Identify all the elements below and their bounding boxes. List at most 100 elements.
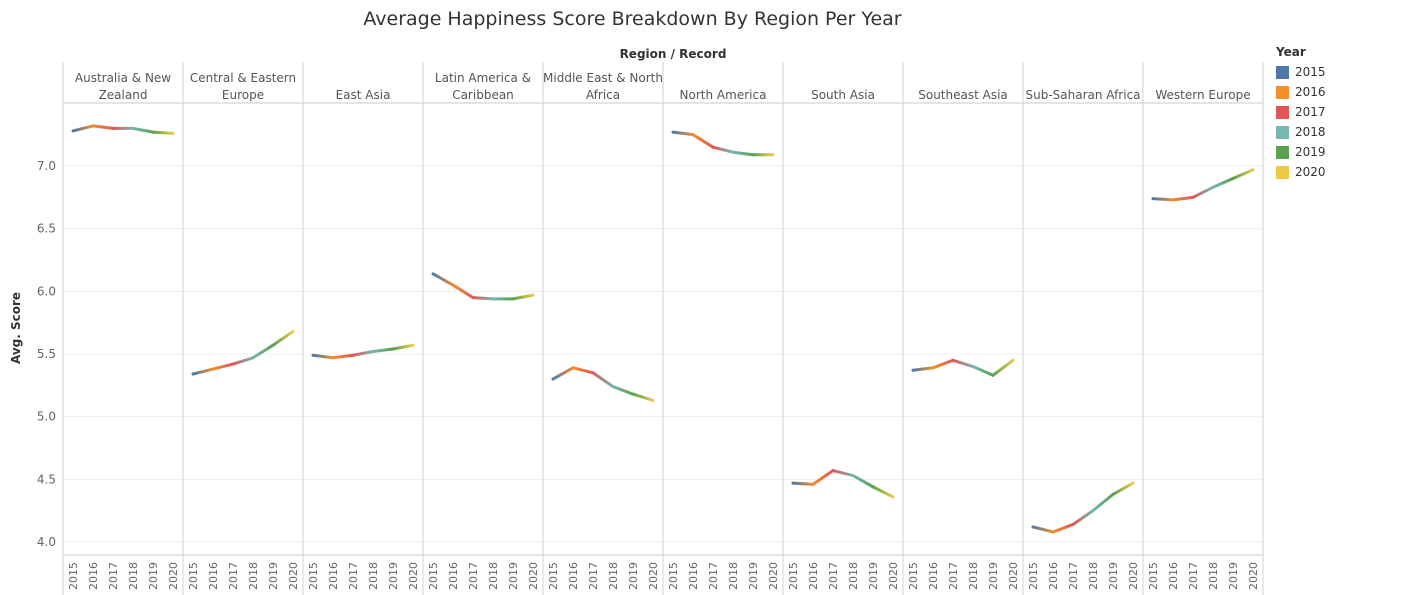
legend-label: 2019 bbox=[1295, 145, 1326, 159]
line-segment bbox=[971, 365, 995, 377]
line-segment bbox=[551, 366, 575, 381]
y-tick-label: 4.0 bbox=[37, 535, 56, 549]
x-tick-label: 2020 bbox=[647, 562, 660, 590]
line-segment bbox=[851, 474, 875, 489]
x-tick-label: 2019 bbox=[147, 562, 160, 590]
line-segment bbox=[91, 124, 115, 130]
x-tick-label: 2019 bbox=[507, 562, 520, 590]
x-tick-label: 2020 bbox=[167, 562, 180, 590]
series-6 bbox=[791, 469, 895, 499]
y-tick-label: 7.0 bbox=[37, 159, 56, 173]
x-tick-label: 2017 bbox=[227, 562, 240, 590]
line-segment bbox=[1171, 195, 1195, 202]
line-segment bbox=[791, 481, 815, 486]
legend-swatch bbox=[1276, 65, 1289, 79]
x-tick-label: 2019 bbox=[267, 562, 280, 590]
x-tick-label: 2019 bbox=[987, 562, 1000, 590]
line-segment bbox=[1191, 185, 1215, 199]
x-tick-label: 2017 bbox=[1067, 562, 1080, 590]
x-tick-label: 2016 bbox=[1167, 562, 1180, 590]
x-tick-label: 2015 bbox=[787, 562, 800, 590]
x-tick-label: 2020 bbox=[407, 562, 420, 590]
x-tick-label: 2016 bbox=[1047, 562, 1060, 590]
line-segment bbox=[391, 343, 415, 351]
x-tick-label: 2016 bbox=[447, 562, 460, 590]
x-tick-label: 2019 bbox=[1107, 562, 1120, 590]
x-tick-label: 2018 bbox=[607, 562, 620, 590]
x-tick-label: 2019 bbox=[387, 562, 400, 590]
y-axis-title: Avg. Score bbox=[9, 292, 23, 364]
line-segment bbox=[1031, 525, 1055, 534]
panel-header-label: Europe bbox=[222, 88, 264, 102]
line-segment bbox=[831, 469, 855, 478]
panel-header-label: Western Europe bbox=[1155, 88, 1250, 102]
line-segment bbox=[811, 469, 835, 486]
legend-item: 2017 bbox=[1276, 102, 1326, 122]
y-tick-label: 5.0 bbox=[37, 410, 56, 424]
panel-header-label: Sub-Saharan Africa bbox=[1025, 88, 1140, 102]
x-tick-label: 2015 bbox=[547, 562, 560, 590]
x-tick-label: 2017 bbox=[587, 562, 600, 590]
x-tick-label: 2020 bbox=[527, 562, 540, 590]
x-tick-label: 2015 bbox=[427, 562, 440, 590]
line-segment bbox=[571, 366, 595, 375]
x-tick-label: 2017 bbox=[347, 562, 360, 590]
x-tick-label: 2017 bbox=[467, 562, 480, 590]
panel-headers: Region / Record Australia & New Zealand Cen… bbox=[75, 47, 1251, 102]
x-tick-label: 2019 bbox=[1227, 562, 1240, 590]
x-tick-label: 2015 bbox=[67, 562, 80, 590]
panel-header-label: Central & Eastern bbox=[190, 71, 296, 85]
panel-header-label: Latin America & bbox=[435, 71, 531, 85]
line-segment bbox=[431, 272, 455, 287]
line-segment bbox=[611, 385, 635, 396]
column-header: Region / Record bbox=[620, 47, 727, 61]
chart-title: Average Happiness Score Breakdown By Reg… bbox=[363, 8, 902, 30]
x-tick-label: 2018 bbox=[247, 562, 260, 590]
line-segment bbox=[271, 329, 295, 347]
line-segment bbox=[711, 145, 735, 154]
series-9 bbox=[1151, 168, 1255, 202]
line-segment bbox=[211, 362, 235, 371]
series-1 bbox=[191, 329, 295, 376]
line-segment bbox=[151, 130, 175, 135]
x-tick-label: 2016 bbox=[567, 562, 580, 590]
x-tick-label: 2020 bbox=[287, 562, 300, 590]
legend-item: 2020 bbox=[1276, 162, 1326, 182]
line-segment bbox=[871, 485, 895, 499]
x-tick-label: 2016 bbox=[687, 562, 700, 590]
series-7 bbox=[911, 358, 1015, 377]
x-tick-label: 2018 bbox=[847, 562, 860, 590]
line-segment bbox=[451, 283, 475, 300]
x-tick-label: 2017 bbox=[1187, 562, 1200, 590]
y-tick-label: 6.5 bbox=[37, 222, 56, 236]
panel-header-label: East Asia bbox=[336, 88, 391, 102]
legend: Year 2015 2016 2017 2018 2019 2020 bbox=[1276, 45, 1326, 182]
panel-header-label: Middle East & North bbox=[543, 71, 663, 85]
legend-items: 2015 2016 2017 2018 2019 2020 bbox=[1276, 62, 1326, 182]
panel-header-label: Africa bbox=[586, 88, 620, 102]
panel-header-label: South Asia bbox=[811, 88, 875, 102]
line-segment bbox=[911, 366, 935, 372]
x-tick-label: 2019 bbox=[627, 562, 640, 590]
line-segment bbox=[591, 371, 615, 389]
x-tick-label: 2017 bbox=[707, 562, 720, 590]
line-segment bbox=[1111, 481, 1135, 496]
line-segment bbox=[351, 349, 375, 357]
line-segment bbox=[251, 343, 275, 360]
x-tick-label: 2019 bbox=[867, 562, 880, 590]
line-segment bbox=[371, 347, 395, 353]
legend-item: 2016 bbox=[1276, 82, 1326, 102]
x-tick-label: 2017 bbox=[947, 562, 960, 590]
line-segment bbox=[991, 358, 1015, 377]
series-2 bbox=[311, 343, 415, 360]
legend-item: 2018 bbox=[1276, 122, 1326, 142]
x-tick-label: 2017 bbox=[107, 562, 120, 590]
legend-item: 2019 bbox=[1276, 142, 1326, 162]
series-0 bbox=[71, 124, 175, 135]
line-segment bbox=[231, 356, 255, 366]
legend-title: Year bbox=[1276, 45, 1306, 59]
panel-header-label: Southeast Asia bbox=[918, 88, 1008, 102]
line-segment bbox=[1071, 509, 1095, 526]
line-segment bbox=[951, 358, 975, 369]
line-segment bbox=[1151, 197, 1175, 202]
